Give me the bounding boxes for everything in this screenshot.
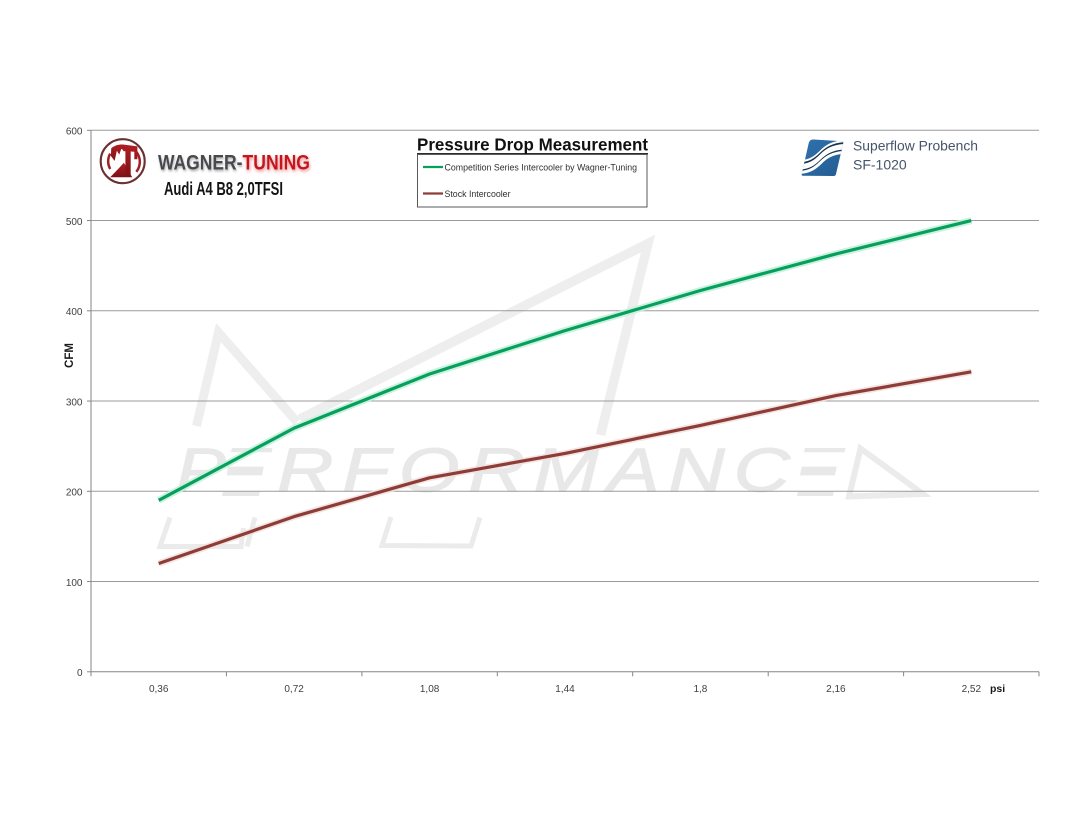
svg-text:P: P: [176, 435, 234, 505]
svg-text:500: 500: [66, 217, 83, 228]
svg-text:2,52: 2,52: [962, 684, 982, 695]
svg-text:300: 300: [66, 397, 83, 408]
svg-text:100: 100: [66, 578, 83, 589]
svg-text:0,72: 0,72: [284, 684, 304, 695]
svg-text:1,8: 1,8: [693, 684, 707, 695]
svg-text:Superflow Probench: Superflow Probench: [853, 138, 978, 154]
svg-text:Pressure Drop Measurement: Pressure Drop Measurement: [417, 135, 648, 155]
svg-text:WAGNER-: WAGNER-: [158, 151, 243, 175]
svg-text:0: 0: [77, 668, 83, 679]
svg-text:1,44: 1,44: [555, 684, 575, 695]
svg-text:SF-1020: SF-1020: [853, 157, 907, 173]
svg-text:600: 600: [66, 127, 83, 138]
svg-text:2,16: 2,16: [826, 684, 846, 695]
svg-text:0,36: 0,36: [149, 684, 169, 695]
svg-text:1,08: 1,08: [420, 684, 440, 695]
svg-text:Stock Intercooler: Stock Intercooler: [445, 189, 511, 199]
svg-text:Audi A4 B8 2,0TFSI: Audi A4 B8 2,0TFSI: [164, 178, 283, 199]
svg-text:200: 200: [66, 488, 83, 499]
svg-text:CFM: CFM: [64, 343, 76, 368]
svg-text:400: 400: [66, 307, 83, 318]
svg-text:RFORMANC: RFORMANC: [277, 435, 799, 504]
svg-text:Competition Series Intercooler: Competition Series Intercooler by Wagner…: [445, 163, 638, 173]
svg-text:psi: psi: [990, 683, 1005, 695]
svg-text:TUNING: TUNING: [243, 151, 311, 175]
